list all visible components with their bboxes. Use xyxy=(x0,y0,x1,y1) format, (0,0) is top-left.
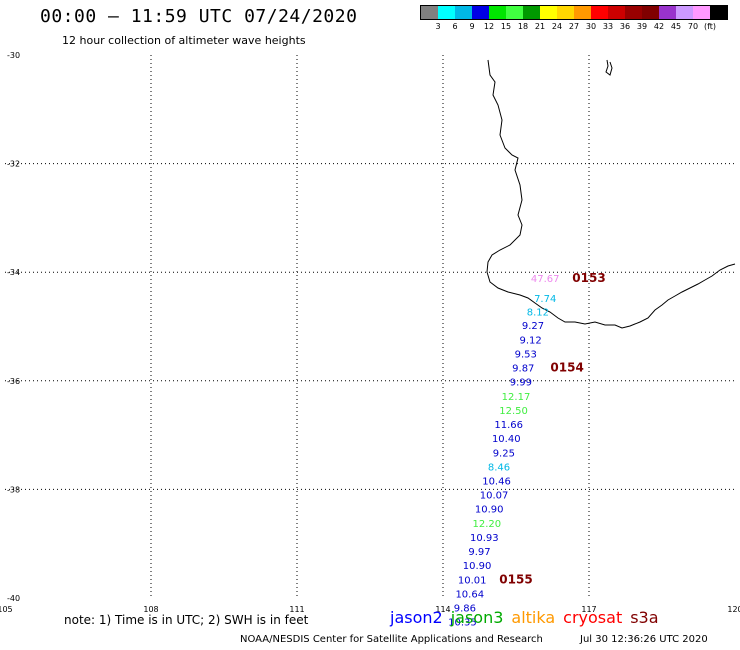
wave-height-label: 9.97 xyxy=(468,547,490,558)
wave-height-label: 10.90 xyxy=(475,505,504,516)
colorbar-tick-label: 3 xyxy=(435,22,441,31)
wave-height-label: 10.90 xyxy=(463,561,492,572)
colorbar-swatches xyxy=(420,5,728,20)
colorbar-swatch xyxy=(557,6,574,19)
colorbar-tick-label: 27 xyxy=(568,22,580,31)
colorbar-tick-label: 42 xyxy=(653,22,665,31)
satellite-legend: jason2 jason3 altika cryosat s3a xyxy=(390,608,667,627)
colorbar-swatch xyxy=(421,6,438,19)
x-tick-label: 108 xyxy=(143,605,158,614)
coastline xyxy=(486,59,736,329)
wave-height-colorbar: 3 6 9 12 15 18 21 24 27 30 33 36 39 42 45 70 (ft) xyxy=(420,5,728,32)
wave-height-label: 8.12 xyxy=(527,308,549,319)
wave-height-label: 10.07 xyxy=(480,491,509,502)
wave-height-label: 8.46 xyxy=(488,462,510,473)
x-tick-label: 114 xyxy=(435,605,450,614)
colorbar-tick-label: 18 xyxy=(517,22,529,31)
axis-tick-labels: 105 108 111 114 117 120 -30 -32 -34 -36 -38 -40 xyxy=(0,51,740,614)
colorbar-swatch xyxy=(438,6,455,19)
colorbar-tick-label: 24 xyxy=(551,22,563,31)
x-tick-label: 111 xyxy=(289,605,304,614)
colorbar-swatch xyxy=(472,6,489,19)
colorbar-swatch xyxy=(574,6,591,19)
wave-height-label: 47.67 xyxy=(531,274,560,285)
footer-timestamp: Jul 30 12:36:26 UTC 2020 xyxy=(580,634,708,645)
footer-credit: NOAA/NESDIS Center for Satellite Applica… xyxy=(240,634,543,645)
y-tick-label: -30 xyxy=(7,51,20,60)
satellite-legend-item: altika xyxy=(511,608,556,627)
wave-height-label: 12.17 xyxy=(502,392,531,403)
wave-height-label: 9.99 xyxy=(510,378,532,389)
colorbar-swatch xyxy=(489,6,506,19)
pass-labels: 0153 0154 0155 xyxy=(499,271,605,586)
y-tick-label: -34 xyxy=(7,268,20,277)
pass-label: 0154 xyxy=(550,361,583,375)
x-tick-label: 117 xyxy=(581,605,596,614)
colorbar-tick-label: 33 xyxy=(602,22,614,31)
y-tick-label: -38 xyxy=(7,485,20,494)
colorbar-labels: 3 6 9 12 15 18 21 24 27 30 33 36 39 42 45 70 (ft) xyxy=(420,20,728,32)
wave-height-label: 9.27 xyxy=(522,321,544,332)
colorbar-swatch xyxy=(625,6,642,19)
colorbar-swatch xyxy=(540,6,557,19)
coastline-islet xyxy=(605,59,613,76)
wave-height-label: 10.35 xyxy=(448,618,477,629)
satellite-legend-item: jason3 xyxy=(450,608,504,627)
wave-height-label: 10.46 xyxy=(482,477,511,488)
colorbar-swatch xyxy=(710,6,727,19)
wave-height-label: 10.01 xyxy=(458,575,487,586)
chart-title: 00:00 – 11:59 UTC 07/24/2020 xyxy=(40,6,358,27)
satellite-legend-item: s3a xyxy=(630,608,659,627)
wave-height-label: 9.25 xyxy=(493,448,515,459)
wave-height-label: 11.66 xyxy=(494,420,523,431)
colorbar-swatch xyxy=(693,6,710,19)
colorbar-swatch xyxy=(642,6,659,19)
colorbar-tick-label: 36 xyxy=(619,22,631,31)
colorbar-tick-label: 39 xyxy=(636,22,648,31)
colorbar-tick-label: 30 xyxy=(585,22,597,31)
x-tick-label: 105 xyxy=(0,605,13,614)
wave-height-label: 10.64 xyxy=(455,589,484,600)
colorbar-swatch xyxy=(659,6,676,19)
colorbar-tick-label: 15 xyxy=(500,22,512,31)
y-tick-label: -32 xyxy=(7,160,20,169)
colorbar-swatch xyxy=(506,6,523,19)
colorbar-swatch xyxy=(676,6,693,19)
colorbar-tick-label: 45 xyxy=(670,22,682,31)
wave-height-label: 9.53 xyxy=(515,349,537,360)
colorbar-swatch xyxy=(455,6,472,19)
x-tick-label: 120 xyxy=(727,605,740,614)
wave-height-label: 12.50 xyxy=(499,406,528,417)
colorbar-tick-label: 21 xyxy=(534,22,546,31)
colorbar-tick-label: (ft) xyxy=(703,22,717,31)
wave-height-label: 9.12 xyxy=(519,335,541,346)
colorbar-tick-label: 12 xyxy=(483,22,495,31)
footer-note: note: 1) Time is in UTC; 2) SWH is in fe… xyxy=(64,613,309,627)
wave-height-label: 7.74 xyxy=(534,294,556,305)
grid-lines xyxy=(5,55,735,598)
pass-label: 0155 xyxy=(499,572,532,586)
colorbar-tick-label: 9 xyxy=(469,22,475,31)
coastline-west-australia xyxy=(486,59,736,329)
wave-height-label: 9.86 xyxy=(454,604,476,615)
chart-subtitle: 12 hour collection of altimeter wave hei… xyxy=(62,34,306,47)
wave-height-labels: 47.67 7.74 8.12 9.27 9.12 9.53 9.87 9.99 12.17 12… xyxy=(448,274,559,629)
satellite-legend-item: jason2 xyxy=(390,608,443,627)
wave-height-label: 9.87 xyxy=(512,364,534,375)
pass-label: 0153 xyxy=(572,271,605,285)
wave-height-label: 10.40 xyxy=(492,434,521,445)
y-tick-label: -40 xyxy=(7,594,20,603)
colorbar-swatch xyxy=(591,6,608,19)
colorbar-swatch xyxy=(523,6,540,19)
wave-height-label: 12.20 xyxy=(472,519,501,530)
colorbar-tick-label: 70 xyxy=(687,22,699,31)
wave-height-label: 10.93 xyxy=(470,533,499,544)
y-tick-label: -36 xyxy=(7,377,20,386)
satellite-legend-item: cryosat xyxy=(563,608,623,627)
colorbar-swatch xyxy=(608,6,625,19)
colorbar-tick-label: 6 xyxy=(452,22,458,31)
